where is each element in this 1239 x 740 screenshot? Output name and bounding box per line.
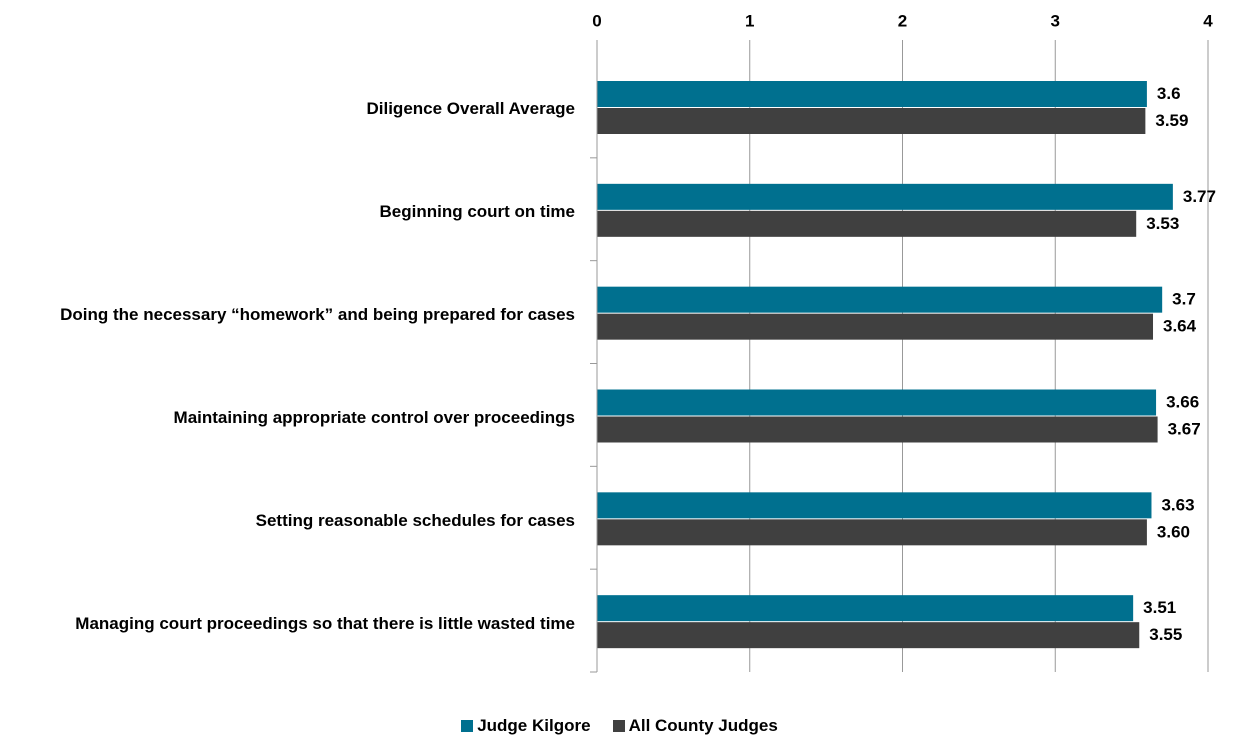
bar [597, 313, 1154, 340]
legend-item: All County Judges [612, 716, 778, 736]
bar [597, 286, 1163, 313]
value-label: 3.51 [1143, 598, 1176, 617]
value-label: 3.7 [1172, 290, 1196, 309]
legend: Judge Kilgore All County Judges [0, 716, 1239, 736]
bar [597, 210, 1137, 237]
x-tick-label: 4 [1203, 11, 1213, 30]
value-label: 3.53 [1146, 214, 1179, 233]
value-label: 3.63 [1161, 495, 1194, 514]
bar [597, 519, 1147, 546]
legend-swatch [612, 720, 625, 732]
bar [597, 183, 1173, 210]
category-label: Diligence Overall Average [366, 99, 575, 119]
bar [597, 595, 1134, 622]
category-label: Beginning court on time [379, 202, 576, 222]
bar [597, 81, 1147, 107]
value-label: 3.66 [1166, 392, 1199, 411]
legend-item: Judge Kilgore [461, 716, 591, 736]
legend-swatch [461, 720, 474, 732]
value-label: 3.6 [1157, 84, 1181, 103]
bar [597, 389, 1157, 416]
value-label: 3.59 [1155, 111, 1188, 130]
bar [597, 622, 1140, 649]
category-label: Managing court proceedings so that there… [75, 613, 575, 633]
x-tick-label: 1 [745, 11, 754, 30]
x-tick-label: 3 [1051, 11, 1060, 30]
value-label: 3.77 [1183, 187, 1216, 206]
x-tick-label: 2 [898, 11, 907, 30]
bar [597, 492, 1152, 519]
category-label: Doing the necessary “homework” and being… [60, 305, 575, 325]
value-label: 3.55 [1149, 625, 1182, 644]
bar [597, 416, 1158, 443]
value-label: 3.64 [1163, 317, 1197, 336]
category-label: Maintaining appropriate control over pro… [173, 407, 575, 427]
legend-label: Judge Kilgore [477, 716, 591, 735]
x-tick-label: 0 [592, 11, 601, 30]
value-label: 3.60 [1157, 522, 1190, 541]
bar [597, 108, 1146, 134]
legend-label: All County Judges [628, 716, 778, 735]
value-label: 3.67 [1168, 419, 1201, 438]
category-label: Setting reasonable schedules for cases [255, 510, 575, 530]
